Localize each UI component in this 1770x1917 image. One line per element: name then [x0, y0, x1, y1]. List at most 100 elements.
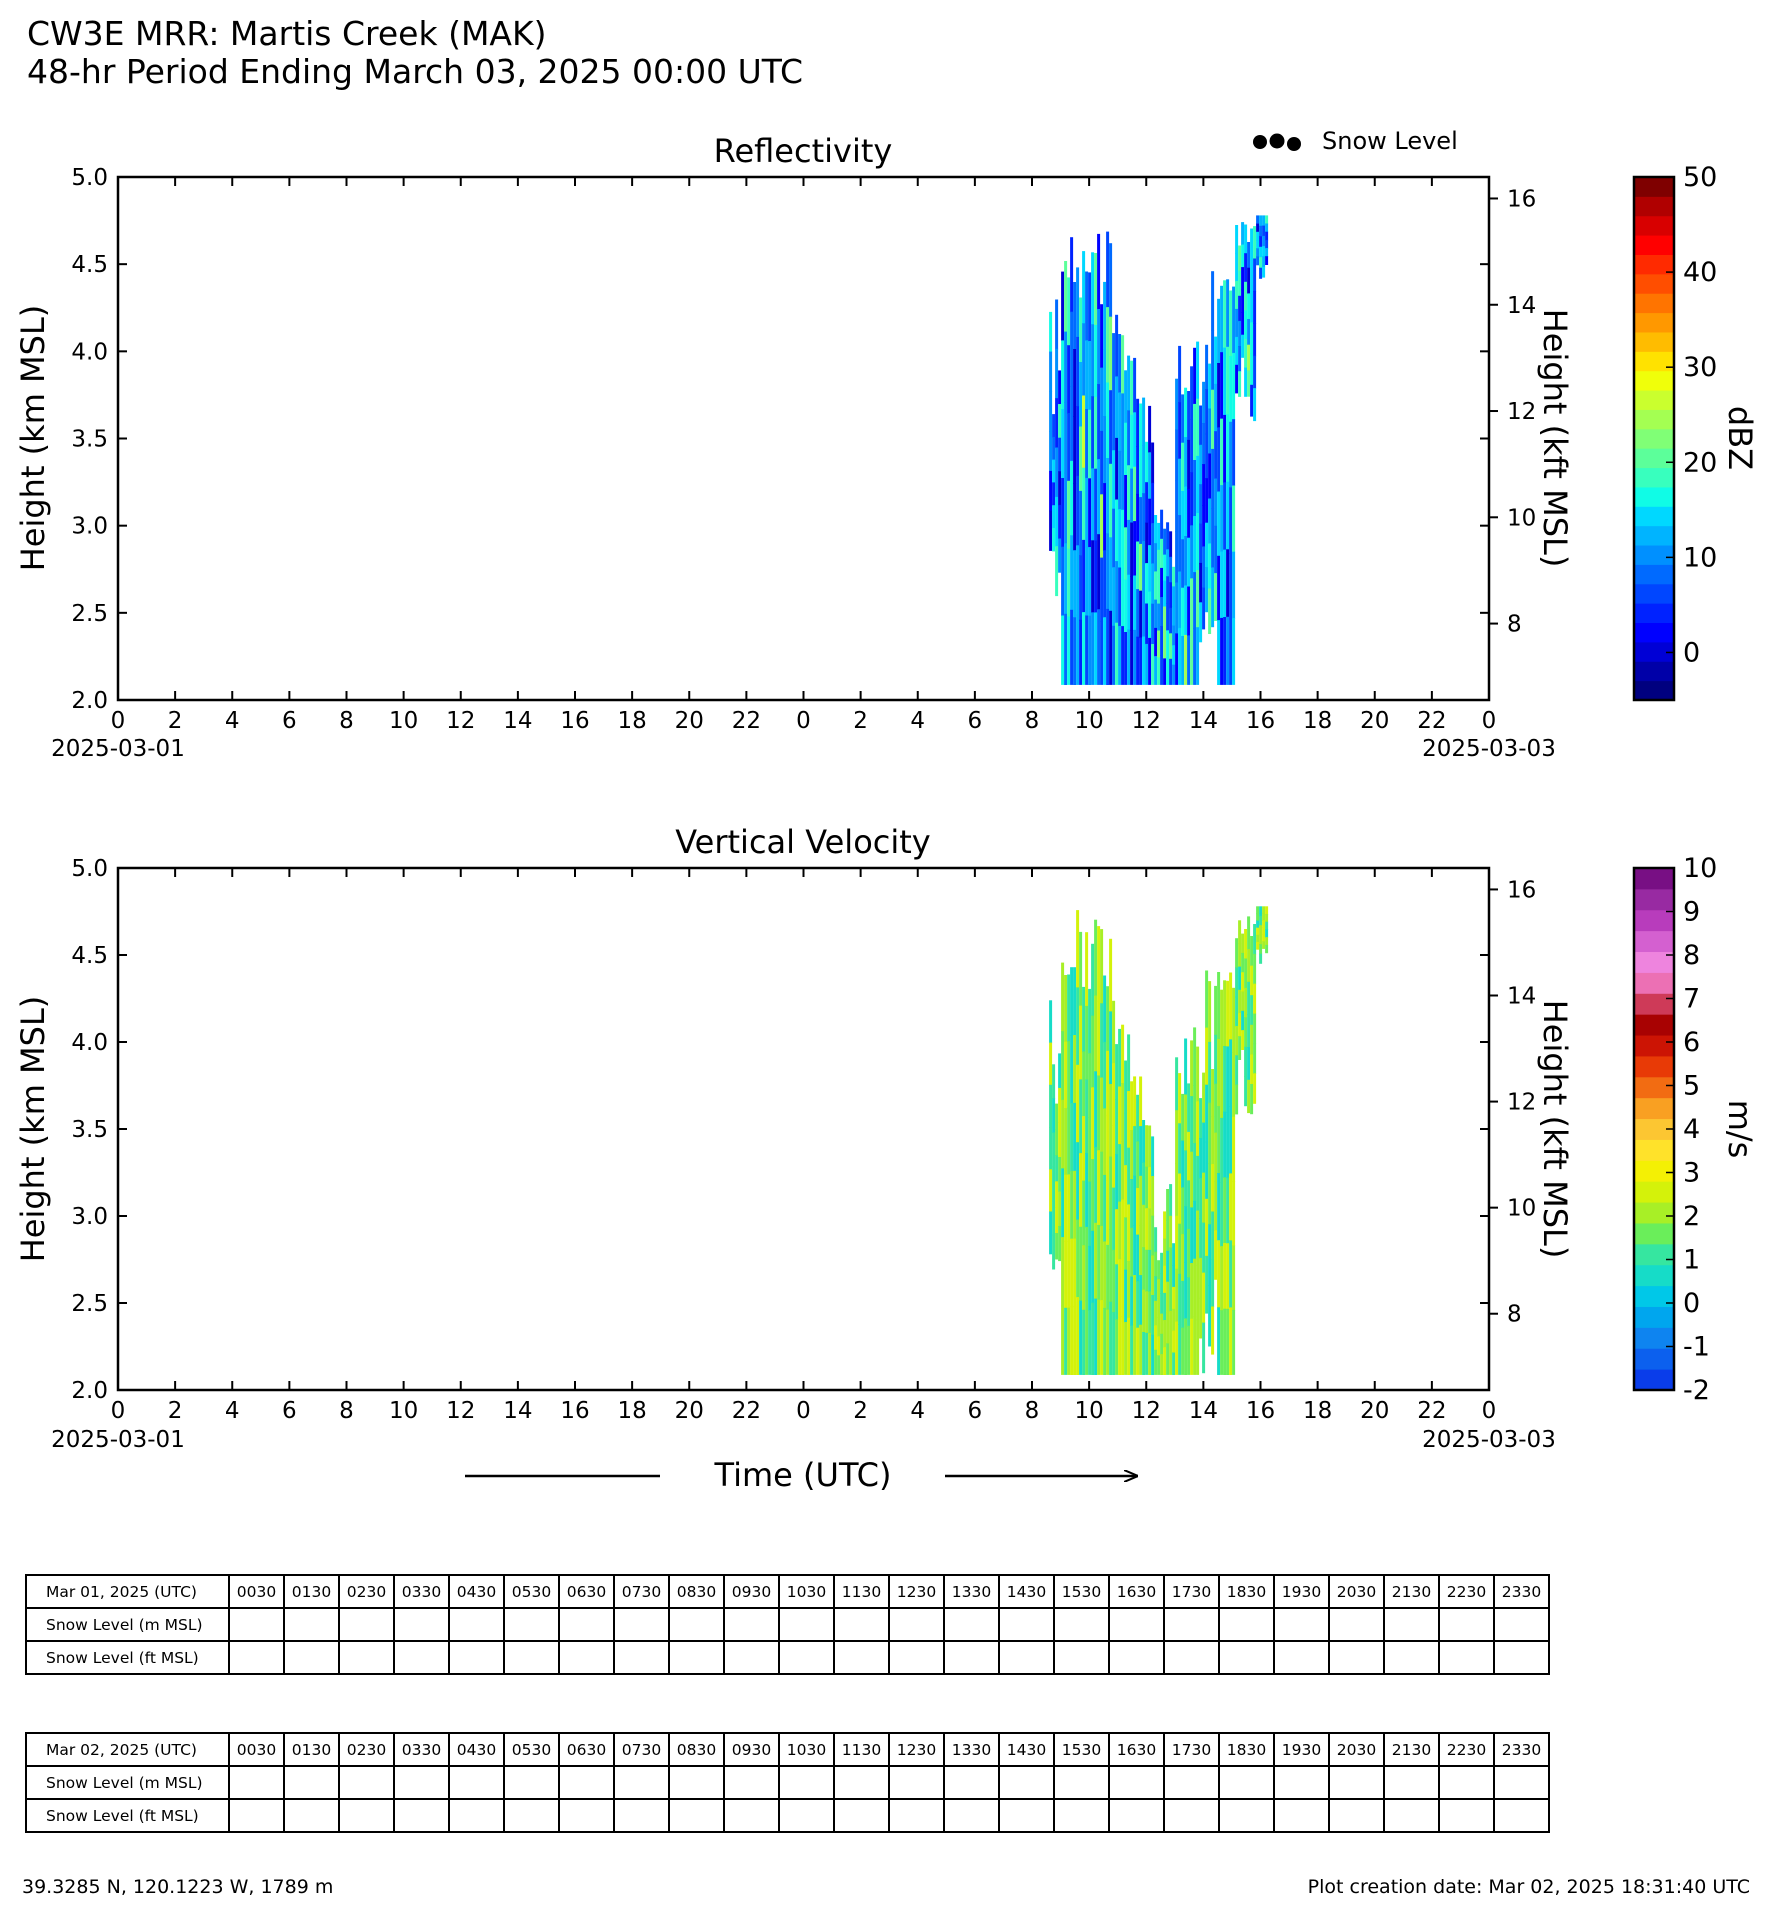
echo-cell	[1190, 1263, 1194, 1320]
echo-cell	[1235, 1026, 1239, 1056]
echo-cell	[1103, 416, 1107, 484]
echo-cell	[1229, 487, 1233, 554]
echo-cell	[1214, 1034, 1218, 1085]
echo-cell	[1217, 1307, 1221, 1375]
echo-cell	[1253, 323, 1257, 357]
echo-cell	[1094, 612, 1098, 685]
echo-cell	[1250, 965, 1254, 996]
echo-cell	[1112, 1187, 1116, 1251]
echo-cell	[1154, 599, 1158, 629]
echo-cell	[1145, 1249, 1149, 1292]
x-tick-label: 8	[339, 1398, 354, 1424]
echo-cell	[1232, 1309, 1236, 1375]
echo-cell	[1061, 546, 1065, 617]
echo-cell	[1160, 1273, 1164, 1294]
x-tick-label: 18	[617, 1398, 646, 1424]
echo-cell	[1094, 1222, 1098, 1300]
echo-cell	[1085, 932, 1089, 1007]
echo-cell	[1187, 537, 1191, 588]
colorbar-tick-label: 0	[1683, 1288, 1700, 1319]
echo-cell	[1109, 938, 1113, 1012]
echo-cell	[1253, 258, 1257, 292]
echo-cell	[1247, 344, 1251, 371]
echo-cell	[1145, 522, 1149, 564]
echo-cell	[1253, 1073, 1257, 1104]
y-tick-label: 2.0	[71, 688, 108, 714]
echo-cell	[1106, 1115, 1110, 1181]
echo-cell	[1238, 989, 1242, 1014]
echo-cell	[1223, 1046, 1227, 1113]
echo-cell	[1238, 966, 1242, 991]
echo-cell	[1226, 616, 1230, 685]
echo-cell	[1190, 1318, 1194, 1375]
echo-cell	[1148, 637, 1152, 685]
echo-cell	[1121, 1141, 1125, 1201]
echo-cell	[1208, 981, 1212, 1043]
echo-cell	[1052, 436, 1056, 461]
echo-cell	[1169, 633, 1173, 660]
echo-cell	[1262, 266, 1266, 278]
reflectivity-start-date: 2025-03-01	[51, 736, 185, 762]
echo-cell	[1127, 1261, 1131, 1319]
reflectivity-right-ticks: 8 10 12 14 16	[1489, 186, 1536, 638]
echo-cell	[1094, 1147, 1098, 1224]
echo-cell	[1205, 1141, 1209, 1200]
echo-cell	[1262, 920, 1266, 928]
echo-cell	[1055, 348, 1059, 399]
echo-cell	[1115, 1209, 1119, 1265]
echo-cell	[1091, 468, 1095, 541]
echo-cell	[1130, 1081, 1134, 1131]
time-cell: 0230	[338, 1574, 395, 1609]
echo-cell	[1253, 953, 1257, 985]
time-cell: 1230	[888, 1574, 945, 1609]
echo-cell	[1175, 582, 1179, 634]
x-tick-label: 6	[282, 708, 297, 734]
x-tick-label: 2	[168, 708, 183, 734]
time-cell: 0930	[723, 1574, 780, 1609]
echo-cell	[1136, 493, 1140, 543]
echo-cell	[1073, 1035, 1077, 1104]
echo-cell	[1247, 267, 1251, 294]
echo-cell	[1187, 635, 1191, 685]
echo-cell	[1202, 1322, 1206, 1374]
echo-cell	[1091, 252, 1095, 325]
echo-cell	[1217, 298, 1221, 364]
colorbar-tick-label: 10	[1683, 542, 1717, 573]
echo-cell	[1190, 631, 1194, 685]
velocity-echo-field	[1049, 906, 1269, 1375]
echo-cell	[1139, 1175, 1143, 1226]
colorbar-tick-label: 2	[1683, 1201, 1700, 1232]
echo-cell	[1199, 1297, 1203, 1339]
echo-cell	[1211, 330, 1215, 391]
echo-cell	[1208, 498, 1212, 545]
echo-cell	[1097, 1075, 1101, 1151]
echo-cell	[1100, 1151, 1104, 1227]
echo-cell	[1082, 323, 1086, 397]
echo-cell	[1055, 1181, 1059, 1208]
echo-cell	[1250, 384, 1254, 417]
time-cell: 1030	[778, 1574, 835, 1609]
echo-cell	[1130, 1130, 1134, 1180]
x-tick-label: 0	[111, 708, 126, 734]
echo-cell	[1229, 1307, 1233, 1375]
echo-cell	[1250, 228, 1254, 261]
colorbar-swatch	[1634, 545, 1674, 565]
echo-cell	[1133, 575, 1137, 631]
echo-cell	[1181, 1280, 1185, 1329]
echo-cell	[1208, 588, 1212, 634]
x-tick-label: 8	[339, 708, 354, 734]
echo-cell	[1073, 483, 1077, 551]
time-cell: 2330	[1493, 1732, 1550, 1767]
echo-cell	[1259, 225, 1263, 237]
echo-cell	[1160, 1333, 1164, 1355]
snow-level-table-mar02: Mar 02, 2025 (UTC) 0030 0130 0230 0330 0430 0…	[25, 1732, 1550, 1833]
x-tick-label: 0	[1482, 708, 1497, 734]
x-tick-label: 18	[617, 708, 646, 734]
echo-cell	[1136, 398, 1140, 447]
time-axis-label: Time (UTC)	[714, 1456, 892, 1494]
echo-cell	[1082, 467, 1086, 541]
echo-cell	[1178, 1273, 1182, 1325]
echo-cell	[1049, 1042, 1053, 1086]
y-tick-label: 5.0	[71, 856, 108, 882]
echo-cell	[1265, 937, 1269, 946]
